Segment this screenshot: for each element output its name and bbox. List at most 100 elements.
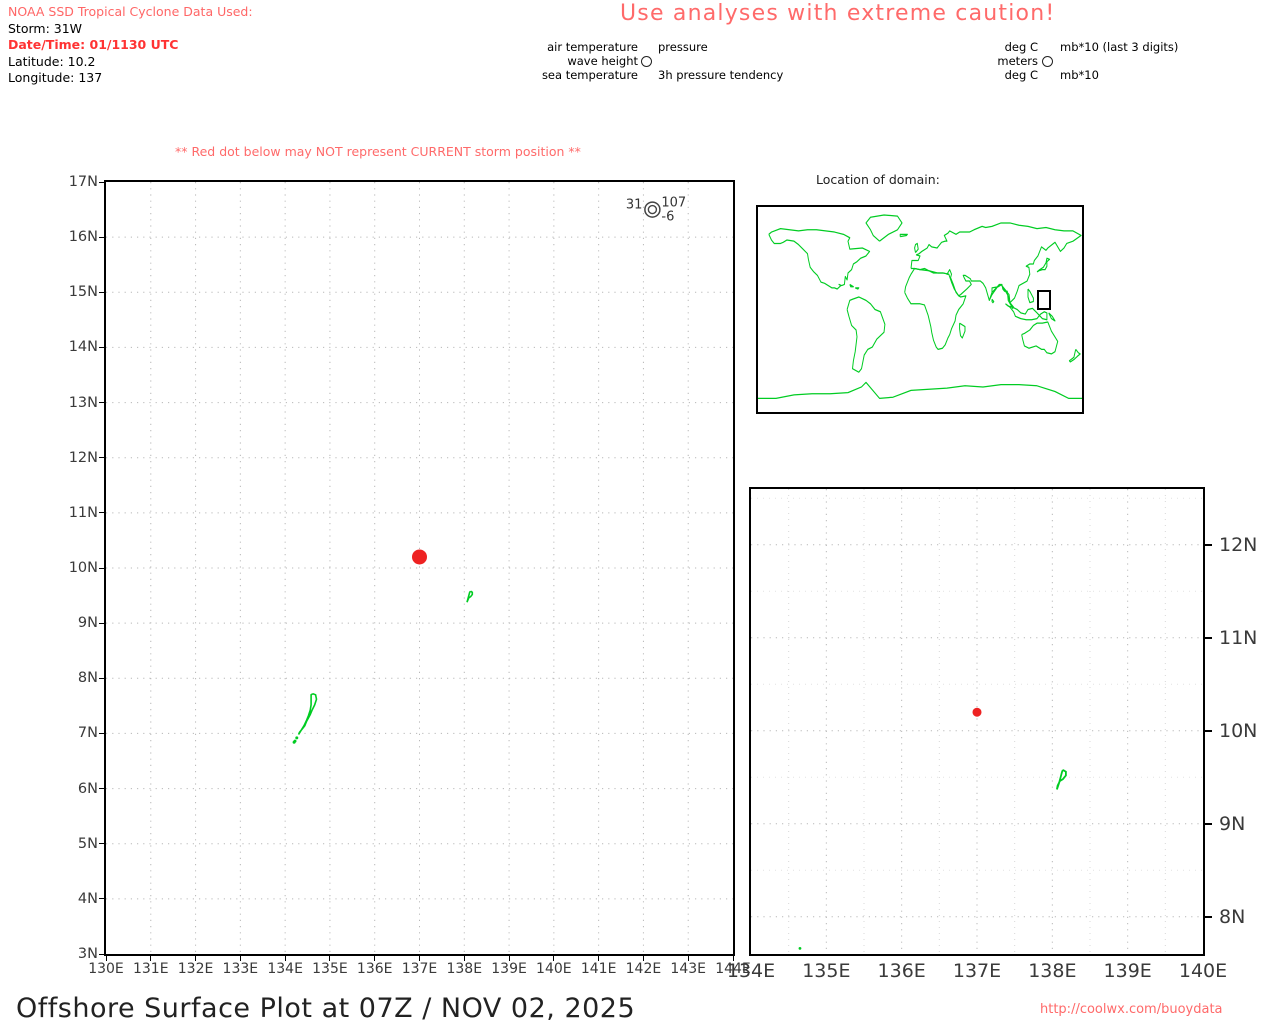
- x-axis-tick-label: 144E: [715, 961, 751, 977]
- station-model-legend-right: deg C mb*10 (last 3 digits) meters deg C…: [988, 40, 1178, 82]
- domain-highlight-box: [1037, 290, 1051, 311]
- y-axis-tick-mark: [99, 236, 105, 238]
- zoom-x-axis-tick-label: 135E: [802, 960, 851, 982]
- zoom-y-axis-tick-label: 12N: [1219, 533, 1258, 556]
- x-axis-tick-mark: [598, 955, 600, 961]
- zoom-x-axis-tick-label: 137E: [952, 960, 1002, 982]
- y-axis-tick-label: 5N: [77, 835, 98, 852]
- legend-row: air temperature pressure: [520, 40, 783, 54]
- x-axis-tick-mark: [463, 955, 465, 961]
- x-axis-tick-label: 132E: [177, 961, 214, 977]
- world-location-inset[interactable]: [756, 205, 1084, 414]
- y-axis-tick-mark: [99, 898, 105, 900]
- y-axis-tick-mark: [99, 181, 105, 183]
- zoom-y-axis-tick-label: 8N: [1219, 905, 1246, 928]
- y-axis-tick-label: 9N: [77, 615, 98, 632]
- zoom-x-axis-tick-label: 138E: [1028, 960, 1077, 982]
- y-axis-tick-mark: [99, 732, 105, 734]
- x-axis-tick-label: 139E: [491, 961, 527, 977]
- y-axis-tick-label: 8N: [77, 670, 98, 687]
- zoom-y-axis-tick-mark: [1204, 823, 1212, 825]
- y-axis-tick-label: 17N: [68, 174, 98, 190]
- y-axis-tick-label: 13N: [68, 394, 98, 411]
- zoom-x-axis-tick-label: 136E: [877, 960, 926, 982]
- x-axis-tick-mark: [329, 955, 331, 961]
- main-map-plot-area[interactable]: 31 107 -6: [106, 182, 733, 954]
- y-axis-tick-label: 6N: [77, 780, 98, 797]
- zoom-x-axis-tick-label: 140E: [1178, 960, 1228, 982]
- x-axis-tick-label: 133E: [222, 961, 259, 977]
- station-model-legend-left: air temperature pressure wave height sea…: [520, 40, 783, 82]
- legend-row: deg C mb*10: [988, 68, 1178, 82]
- x-axis-tick-label: 137E: [401, 961, 438, 977]
- x-axis-tick-mark: [642, 955, 644, 961]
- legend-row: sea temperature 3h pressure tendency: [520, 68, 783, 82]
- legend-unit-label: meters: [997, 54, 1038, 68]
- x-axis-tick-label: 136E: [356, 961, 393, 977]
- zoom-y-axis-tick-label: 9N: [1219, 812, 1246, 835]
- legend-symbol-slot: [638, 54, 654, 68]
- x-axis-tick-mark: [284, 955, 286, 961]
- x-axis-tick-mark: [732, 955, 734, 961]
- x-axis-tick-mark: [150, 955, 152, 961]
- legend-row: wave height: [520, 54, 783, 68]
- y-axis-tick-mark: [99, 953, 105, 955]
- data-source-label: NOAA SSD Tropical Cyclone Data Used:: [8, 4, 253, 19]
- y-axis-tick-label: 15N: [68, 284, 98, 301]
- domain-inset-title: Location of domain:: [816, 172, 940, 187]
- x-axis-tick-mark: [508, 955, 510, 961]
- x-axis-tick-label: 135E: [312, 961, 348, 977]
- zoom-y-axis-tick-mark: [1204, 637, 1212, 639]
- y-axis-tick-label: 16N: [68, 229, 98, 246]
- legend-row: meters: [988, 54, 1178, 68]
- zoom-y-axis-tick-mark: [1204, 544, 1212, 546]
- zoom-inset-svg: [751, 489, 1203, 954]
- y-axis-tick-mark: [99, 402, 105, 404]
- x-axis-tick-label: 134E: [267, 961, 303, 977]
- storm-id-label: Storm: 31W: [8, 20, 83, 36]
- main-map-panel[interactable]: 31 107 -6: [104, 180, 735, 956]
- y-axis-tick-mark: [99, 622, 105, 624]
- x-axis-tick-mark: [105, 955, 107, 961]
- zoom-inset-panel[interactable]: [749, 487, 1205, 956]
- x-axis-tick-mark: [553, 955, 555, 961]
- legend-unit-label: deg C: [1004, 68, 1038, 82]
- source-url-link[interactable]: http://coolwx.com/buoydata: [1040, 1002, 1223, 1017]
- longitude-label: Longitude: 137: [8, 70, 103, 85]
- main-map-svg: 31 107-6: [106, 182, 733, 954]
- x-axis-tick-label: 138E: [446, 961, 483, 977]
- x-axis-tick-label: 143E: [670, 961, 706, 977]
- circle-icon: [640, 56, 652, 67]
- station-air-temperature: 31: [626, 198, 643, 213]
- world-coastline-svg: [758, 214, 1082, 399]
- x-axis-tick-label: 140E: [536, 961, 572, 977]
- y-axis-tick-mark: [99, 567, 105, 569]
- zoom-y-axis-tick-mark: [1204, 730, 1212, 732]
- y-axis-tick-mark: [99, 457, 105, 459]
- y-axis-tick-mark: [99, 843, 105, 845]
- legend-field-label: sea temperature: [541, 68, 638, 82]
- zoom-y-axis-tick-mark: [1204, 916, 1212, 918]
- legend-right-label: 3h pressure tendency: [658, 68, 784, 82]
- red-dot-warning: ** Red dot below may NOT represent CURRE…: [175, 144, 581, 159]
- x-axis-tick-label: 142E: [625, 961, 662, 977]
- y-axis-tick-mark: [99, 677, 105, 679]
- zoom-y-axis-tick-label: 11N: [1219, 626, 1258, 649]
- x-axis-tick-label: 130E: [88, 961, 124, 977]
- zoom-x-axis-tick-label: 139E: [1103, 960, 1152, 982]
- legend-unit-extra: mb*10: [1060, 68, 1099, 82]
- y-axis-tick-label: 3N: [77, 946, 98, 962]
- y-axis-tick-label: 4N: [77, 890, 98, 907]
- legend-row: deg C mb*10 (last 3 digits): [988, 40, 1179, 54]
- zoom-y-axis-tick-label: 10N: [1219, 719, 1258, 742]
- x-axis-tick-mark: [195, 955, 197, 961]
- legend-field-label: air temperature: [547, 40, 638, 54]
- latitude-label: Latitude: 10.2: [8, 53, 96, 69]
- y-axis-tick-label: 7N: [77, 725, 98, 742]
- y-axis-tick-label: 11N: [68, 504, 98, 521]
- header-info-block: NOAA SSD Tropical Cyclone Data Used: Sto…: [8, 4, 253, 87]
- y-axis-tick-label: 10N: [68, 560, 98, 576]
- y-axis-tick-label: 12N: [68, 449, 98, 466]
- zoom-x-axis-tick-label: 134E: [726, 960, 776, 982]
- legend-unit-label: deg C: [1004, 40, 1038, 54]
